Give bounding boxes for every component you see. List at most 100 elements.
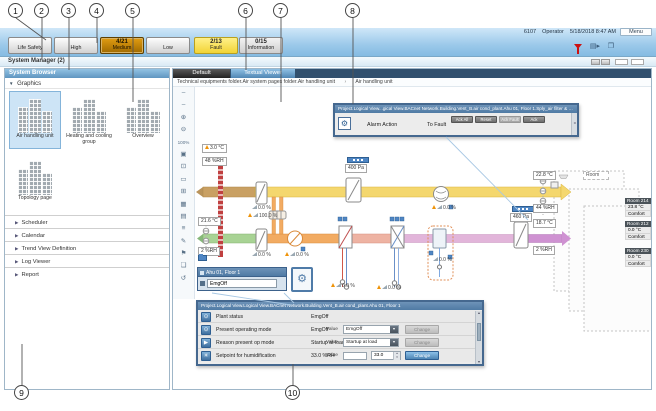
- depth-icon[interactable]: ▤: [173, 211, 194, 223]
- callout-6: 6: [238, 3, 253, 18]
- plant-widget: Ahu 01, Floor 1: [197, 267, 287, 291]
- summary-low-button[interactable]: Low: [146, 37, 190, 54]
- nav-back-button[interactable]: [591, 59, 600, 65]
- scroll-up-icon[interactable]: ▲: [476, 311, 482, 315]
- system-browser-header: System Browser: [5, 69, 169, 78]
- layers-icon[interactable]: ▦: [173, 199, 194, 211]
- session-info: 6107 Operator 5/18/2018 8:47 AM: [524, 29, 616, 35]
- event-list-icon[interactable]: ▤▸: [590, 42, 600, 50]
- callout-5: 5: [125, 3, 140, 18]
- sidebar-item-trend-view-definition[interactable]: ▶Trend View Definition: [5, 241, 169, 254]
- ramp-icon: [437, 205, 442, 209]
- breadcrumb-path[interactable]: Technical equipments folder.Air system p…: [177, 79, 335, 85]
- filter-dp-value: 400 Pa: [345, 164, 367, 173]
- thumbnail-air-handling-unit[interactable]: Air handling unit: [9, 91, 61, 149]
- collapse-all-icon[interactable]: –: [173, 99, 194, 111]
- chevron-down-icon: ▼: [9, 81, 13, 86]
- summary-information-button[interactable]: 0/15 Information: [239, 37, 283, 54]
- thumbnail-topology-page[interactable]: Topology page: [9, 153, 61, 211]
- power-icon: ⊙: [201, 325, 211, 335]
- view-select-box[interactable]: [631, 59, 644, 65]
- menu-button[interactable]: Menu: [620, 28, 652, 36]
- fan-icon: ✳: [201, 351, 211, 361]
- system-browser-panel: System Browser ▼ Graphics Air handling u…: [4, 68, 170, 390]
- humidifier-value: 0.0 %: [433, 257, 452, 263]
- supply-humidity-value: 44 %RH: [533, 204, 558, 213]
- callout-1: 1: [8, 3, 23, 18]
- breadcrumb: Technical equipments folder.Air system p…: [173, 78, 651, 87]
- alarm-triangle-icon: [285, 252, 289, 256]
- extract-filter-value: 0.0 %: [252, 252, 271, 258]
- ack-fault-button[interactable]: Ack Fault: [499, 116, 521, 123]
- summary-life-safety-button[interactable]: Life Safety: [8, 37, 52, 54]
- change-button-disabled[interactable]: Change: [405, 338, 439, 347]
- sidebar-item-calendar[interactable]: ▶Calendar: [5, 228, 169, 241]
- outdoor-temp-value: 3.0 °C: [202, 144, 227, 153]
- room-card: Room 212 0.0 °C Comfort: [625, 221, 651, 240]
- zoom-in-icon[interactable]: ⊕: [173, 112, 194, 124]
- graphics-expander[interactable]: ▼ Graphics: [5, 78, 169, 89]
- reason-mode-select[interactable]: Startup at load▼: [343, 338, 399, 347]
- list-icon[interactable]: ≡: [173, 223, 194, 235]
- pan-icon[interactable]: ▭: [173, 174, 194, 186]
- chevron-down-icon[interactable]: ▼: [390, 339, 398, 346]
- operating-mode-select[interactable]: EmgOff▼: [343, 325, 399, 334]
- ramp-icon: [336, 283, 341, 287]
- thumbnail-heating-cooling-group[interactable]: Heating and cooling group: [63, 91, 115, 149]
- layout-select-box[interactable]: [615, 59, 628, 65]
- undo-icon[interactable]: ↺: [173, 273, 194, 285]
- user-name: Operator: [542, 29, 564, 35]
- sidebar-item-scheduler[interactable]: ▶Scheduler: [5, 215, 169, 228]
- summary-high-button[interactable]: High: [54, 37, 98, 54]
- zoom-level-label[interactable]: 100%: [173, 137, 194, 149]
- collapse-icon[interactable]: –: [173, 87, 194, 99]
- power-icon: ⊙: [201, 312, 211, 322]
- reset-button[interactable]: Reset: [475, 116, 497, 123]
- edit-icon[interactable]: ✎: [173, 236, 194, 248]
- plant-widget-title: Ahu 01, Floor 1: [197, 267, 287, 277]
- alarm-triangle-icon: [377, 285, 381, 289]
- thumbnail-overview[interactable]: Overview: [117, 91, 169, 149]
- scroll-thumb[interactable]: [477, 323, 481, 341]
- supply-humidity2-value: 2 %RH: [533, 246, 555, 255]
- sidebar-item-report[interactable]: ▶Report: [5, 267, 169, 280]
- zoom-out-icon[interactable]: ⊖: [173, 124, 194, 136]
- op-row-plant-status: ⊙ Plant status EmgOff: [198, 310, 482, 323]
- change-button-disabled[interactable]: Change: [405, 325, 439, 334]
- ack-button[interactable]: Ack: [523, 116, 545, 123]
- filter-funnel-icon[interactable]: [574, 44, 582, 49]
- tab-textual-viewer[interactable]: Textual Viewer: [231, 69, 295, 78]
- spinner-arrows-icon[interactable]: ▲▼: [393, 352, 400, 360]
- zoom-window-icon[interactable]: ⊡: [173, 161, 194, 173]
- layout-pane-icon[interactable]: ❐: [608, 42, 614, 50]
- chevron-down-icon[interactable]: ▼: [390, 326, 398, 333]
- outdoor-humidity-value: 48 %RH: [202, 157, 227, 166]
- callout-8: 8: [345, 3, 360, 18]
- summary-fault-button[interactable]: 2/13 Fault: [194, 37, 238, 54]
- summary-medium-button[interactable]: 4/21 Medium: [100, 37, 144, 54]
- alarm-popup-scrollbar[interactable]: ◂: [571, 113, 577, 135]
- operation-popup-scrollbar[interactable]: ▲ ▼: [475, 311, 482, 364]
- alarm-investigate-icon[interactable]: ⚙: [338, 117, 351, 130]
- tab-default[interactable]: Default: [173, 69, 230, 78]
- alarm-popup-title: Project.Logical View...gical View.BACnet…: [335, 105, 577, 113]
- scroll-down-icon[interactable]: ▼: [476, 360, 482, 364]
- extract-temp-value: 21.6 °C: [198, 217, 221, 226]
- plant-mode-input[interactable]: [207, 279, 277, 288]
- desigo-cc-window: 6107 Operator 5/18/2018 8:47 AM Menu Lif…: [0, 0, 656, 411]
- change-button[interactable]: Change: [405, 351, 439, 360]
- folder-icon: [198, 255, 207, 261]
- flag-icon[interactable]: ⚑: [173, 248, 194, 260]
- settings-gear-button[interactable]: ⚙: [291, 267, 313, 292]
- sidebar-item-log-viewer[interactable]: ▶Log Viewer: [5, 254, 169, 267]
- nav-forward-button[interactable]: [601, 59, 610, 65]
- callout-9: 9: [14, 385, 29, 400]
- breadcrumb-separator: ›: [344, 79, 346, 85]
- alarm-triangle-icon: [331, 283, 335, 287]
- setpoint-spinner[interactable]: 33.0▲▼: [371, 351, 401, 360]
- copy-icon[interactable]: ❏: [173, 260, 194, 272]
- ack-all-button[interactable]: Ack All: [451, 116, 473, 123]
- select-area-icon[interactable]: ⊞: [173, 186, 194, 198]
- fit-to-view-icon[interactable]: ▣: [173, 149, 194, 161]
- callout-10: 10: [285, 385, 300, 400]
